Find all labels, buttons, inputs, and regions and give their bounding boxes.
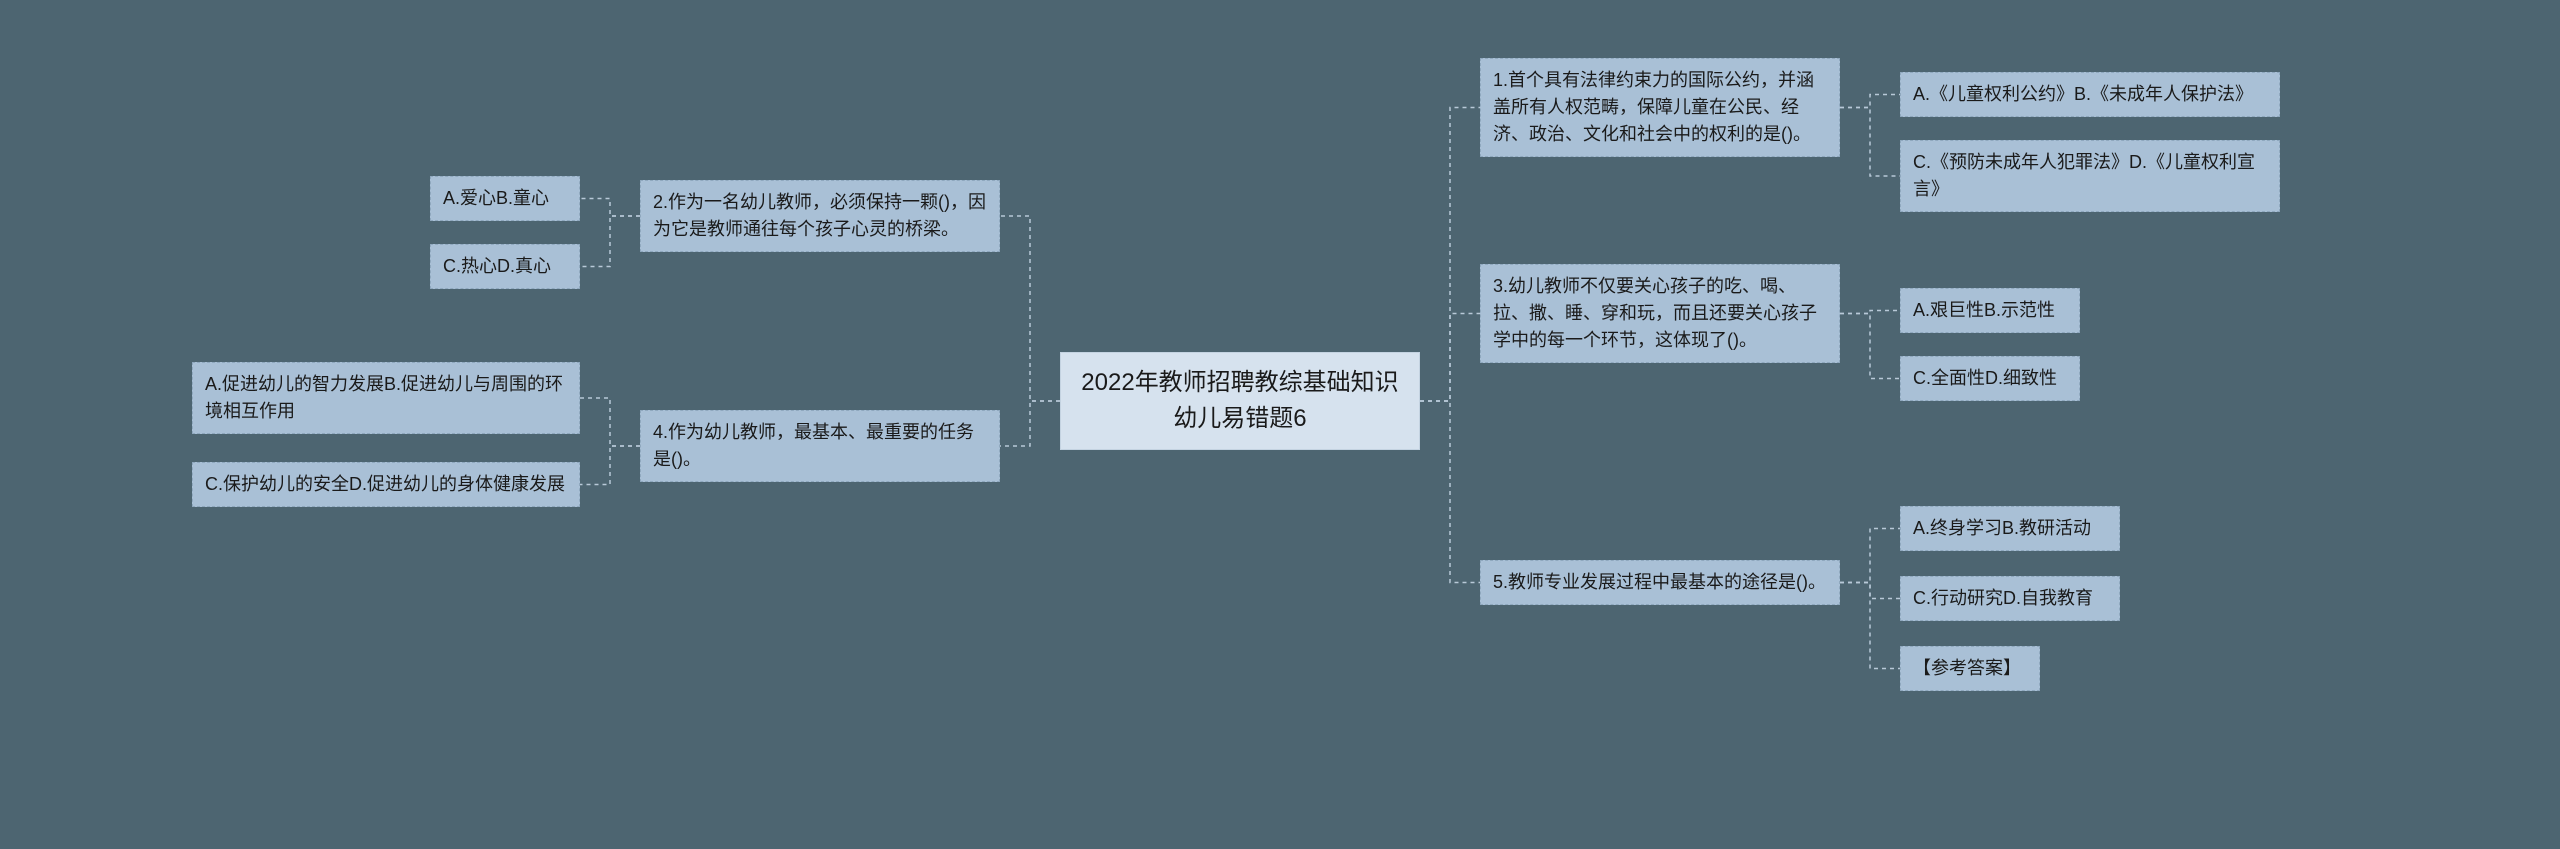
question-4-option-b: C.保护幼儿的安全D.促进幼儿的身体健康发展 (192, 462, 580, 507)
mindmap-stage: 2022年教师招聘教综基础知识幼儿易错题6 2.作为一名幼儿教师，必须保持一颗(… (0, 0, 2560, 849)
question-3-option-b: C.全面性D.细致性 (1900, 356, 2080, 401)
question-5-option-b: C.行动研究D.自我教育 (1900, 576, 2120, 621)
question-2-option-b: C.热心D.真心 (430, 244, 580, 289)
root-node: 2022年教师招聘教综基础知识幼儿易错题6 (1060, 352, 1420, 450)
question-1: 1.首个具有法律约束力的国际公约，并涵盖所有人权范畴，保障儿童在公民、经济、政治… (1480, 58, 1840, 157)
question-5: 5.教师专业发展过程中最基本的途径是()。 (1480, 560, 1840, 605)
question-4: 4.作为幼儿教师，最基本、最重要的任务是()。 (640, 410, 1000, 482)
question-2: 2.作为一名幼儿教师，必须保持一颗()，因为它是教师通往每个孩子心灵的桥梁。 (640, 180, 1000, 252)
question-1-option-b: C.《预防未成年人犯罪法》D.《儿童权利宣言》 (1900, 140, 2280, 212)
question-5-answer: 【参考答案】 (1900, 646, 2040, 691)
question-2-option-a: A.爱心B.童心 (430, 176, 580, 221)
question-5-option-a: A.终身学习B.教研活动 (1900, 506, 2120, 551)
question-3-option-a: A.艰巨性B.示范性 (1900, 288, 2080, 333)
question-4-option-a: A.促进幼儿的智力发展B.促进幼儿与周围的环境相互作用 (192, 362, 580, 434)
question-3: 3.幼儿教师不仅要关心孩子的吃、喝、拉、撒、睡、穿和玩，而且还要关心孩子学中的每… (1480, 264, 1840, 363)
question-1-option-a: A.《儿童权利公约》B.《未成年人保护法》 (1900, 72, 2280, 117)
